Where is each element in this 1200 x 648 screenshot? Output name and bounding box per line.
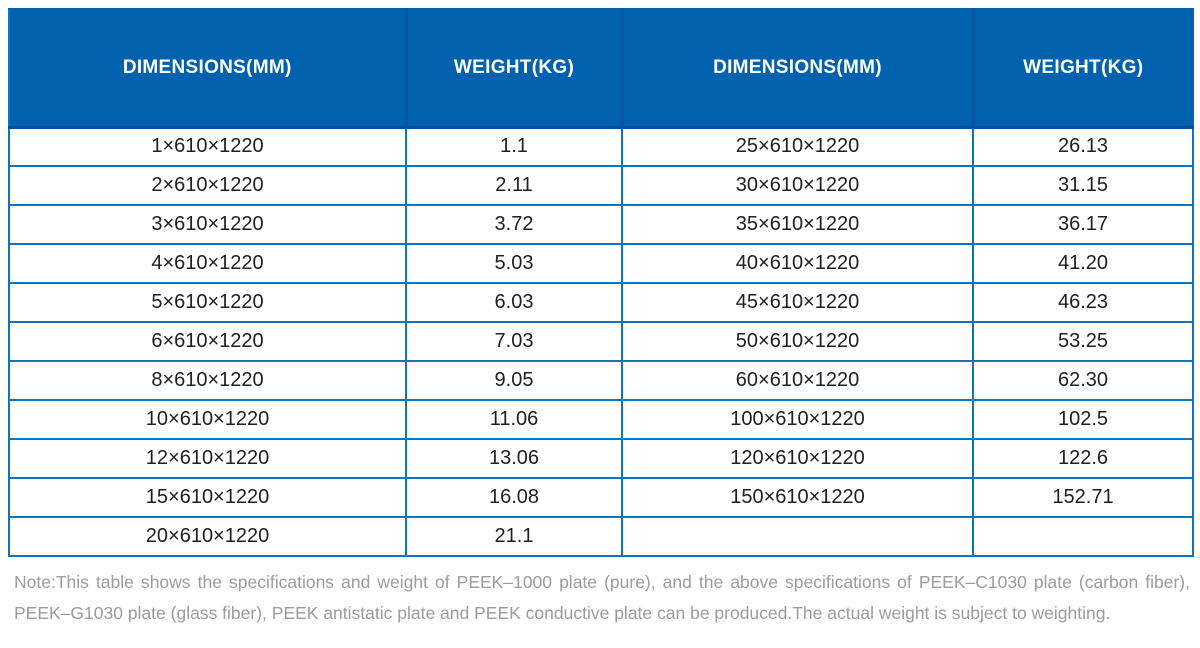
- table-row: 10×610×1220 11.06 100×610×1220 102.5: [8, 399, 1194, 440]
- table-row: 4×610×1220 5.03 40×610×1220 41.20: [8, 243, 1194, 284]
- dimensions-cell: 40×610×1220: [621, 243, 974, 284]
- spec-table: DIMENSIONS(MM) WEIGHT(KG) DIMENSIONS(MM)…: [8, 8, 1194, 557]
- weight-cell: 62.30: [972, 360, 1194, 401]
- weight-cell: 31.15: [972, 165, 1194, 206]
- weight-cell: 21.1: [405, 516, 623, 557]
- dimensions-cell: 35×610×1220: [621, 204, 974, 245]
- weight-cell: 2.11: [405, 165, 623, 206]
- weight-cell: 6.03: [405, 282, 623, 323]
- table-row: 6×610×1220 7.03 50×610×1220 53.25: [8, 321, 1194, 362]
- header-weight-left: WEIGHT(KG): [406, 8, 624, 129]
- footnote: Note:This table shows the specifications…: [14, 572, 1190, 623]
- dimensions-cell: 10×610×1220: [8, 399, 407, 440]
- table-row: 1×610×1220 1.1 25×610×1220 26.13: [8, 126, 1194, 167]
- table-row: 3×610×1220 3.72 35×610×1220 36.17: [8, 204, 1194, 245]
- dimensions-cell: 4×610×1220: [8, 243, 407, 284]
- dimensions-cell: 120×610×1220: [621, 438, 974, 479]
- table-row: 12×610×1220 13.06 120×610×1220 122.6: [8, 438, 1194, 479]
- weight-cell: 36.17: [972, 204, 1194, 245]
- table-row: 20×610×1220 21.1: [8, 516, 1194, 557]
- weight-cell: 152.71: [972, 477, 1194, 518]
- dimensions-cell: 50×610×1220: [621, 321, 974, 362]
- dimensions-cell: 1×610×1220: [8, 126, 407, 167]
- weight-cell: 122.6: [972, 438, 1194, 479]
- weight-cell: 102.5: [972, 399, 1194, 440]
- dimensions-cell: 60×610×1220: [621, 360, 974, 401]
- dimensions-cell: 150×610×1220: [621, 477, 974, 518]
- weight-cell: 7.03: [405, 321, 623, 362]
- dimensions-cell: 20×610×1220: [8, 516, 407, 557]
- weight-cell-empty: [972, 516, 1194, 557]
- table-row: 2×610×1220 2.11 30×610×1220 31.15: [8, 165, 1194, 206]
- table-row: 15×610×1220 16.08 150×610×1220 152.71: [8, 477, 1194, 518]
- dimensions-cell: 6×610×1220: [8, 321, 407, 362]
- header-weight-right: WEIGHT(KG): [973, 8, 1194, 129]
- dimensions-cell: 25×610×1220: [621, 126, 974, 167]
- weight-cell: 26.13: [972, 126, 1194, 167]
- weight-cell: 13.06: [405, 438, 623, 479]
- dimensions-cell: 2×610×1220: [8, 165, 407, 206]
- weight-cell: 9.05: [405, 360, 623, 401]
- dimensions-cell: 8×610×1220: [8, 360, 407, 401]
- dimensions-cell: 15×610×1220: [8, 477, 407, 518]
- dimensions-cell: 30×610×1220: [621, 165, 974, 206]
- dimensions-cell-empty: [621, 516, 974, 557]
- table-body: 1×610×1220 1.1 25×610×1220 26.13 2×610×1…: [8, 126, 1194, 557]
- weight-cell: 1.1: [405, 126, 623, 167]
- header-dimensions-left: DIMENSIONS(MM): [9, 8, 408, 129]
- weight-cell: 11.06: [405, 399, 623, 440]
- dimensions-cell: 3×610×1220: [8, 204, 407, 245]
- dimensions-cell: 45×610×1220: [621, 282, 974, 323]
- table-row: 5×610×1220 6.03 45×610×1220 46.23: [8, 282, 1194, 323]
- weight-cell: 46.23: [972, 282, 1194, 323]
- weight-cell: 5.03: [405, 243, 623, 284]
- table-header: DIMENSIONS(MM) WEIGHT(KG) DIMENSIONS(MM)…: [9, 8, 1194, 129]
- dimensions-cell: 5×610×1220: [8, 282, 407, 323]
- dimensions-cell: 12×610×1220: [8, 438, 407, 479]
- dimensions-cell: 100×610×1220: [621, 399, 974, 440]
- weight-cell: 53.25: [972, 321, 1194, 362]
- weight-cell: 41.20: [972, 243, 1194, 284]
- header-row: DIMENSIONS(MM) WEIGHT(KG) DIMENSIONS(MM)…: [9, 8, 1194, 129]
- header-dimensions-right: DIMENSIONS(MM): [622, 8, 975, 129]
- weight-cell: 3.72: [405, 204, 623, 245]
- table-row: 8×610×1220 9.05 60×610×1220 62.30: [8, 360, 1194, 401]
- page-container: DIMENSIONS(MM) WEIGHT(KG) DIMENSIONS(MM)…: [8, 8, 1194, 623]
- weight-cell: 16.08: [405, 477, 623, 518]
